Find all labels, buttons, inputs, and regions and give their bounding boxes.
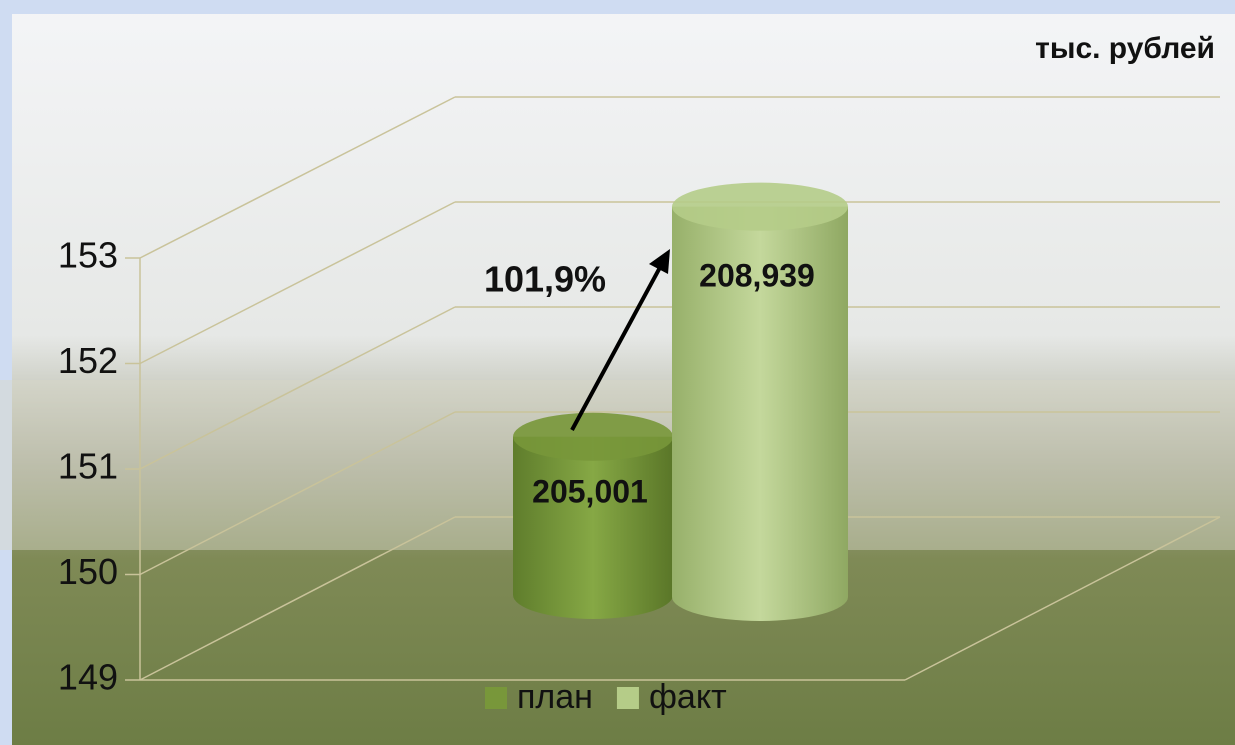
y-tick-label: 149 [58, 657, 118, 698]
floor-line [904, 516, 1221, 681]
bar [513, 436, 673, 619]
y-tick-label: 151 [58, 446, 118, 487]
frame [0, 0, 1235, 14]
grid-line [139, 96, 456, 259]
annotation: 205,001 [532, 473, 648, 509]
legend-label: план [517, 678, 593, 716]
arrow [570, 259, 666, 431]
frame [0, 0, 12, 745]
bar-top [672, 182, 848, 231]
grid-line [139, 306, 456, 470]
legend-swatch [485, 687, 507, 709]
grid-line [139, 411, 456, 576]
bar-top [513, 412, 673, 461]
y-tick-label: 153 [58, 235, 118, 276]
y-tick-label: 152 [58, 340, 118, 381]
bar [672, 206, 848, 621]
legend-label: факт [649, 678, 727, 716]
grid-line [139, 516, 456, 681]
legend-swatch [616, 687, 639, 709]
grid-line [139, 201, 456, 365]
y-tick-label: 150 [58, 551, 118, 592]
unit-label: тыс. рублей [1035, 32, 1215, 65]
annotation: 208,939 [699, 257, 815, 293]
annotation: 101,9% [484, 259, 606, 300]
arrow-head [649, 249, 670, 274]
